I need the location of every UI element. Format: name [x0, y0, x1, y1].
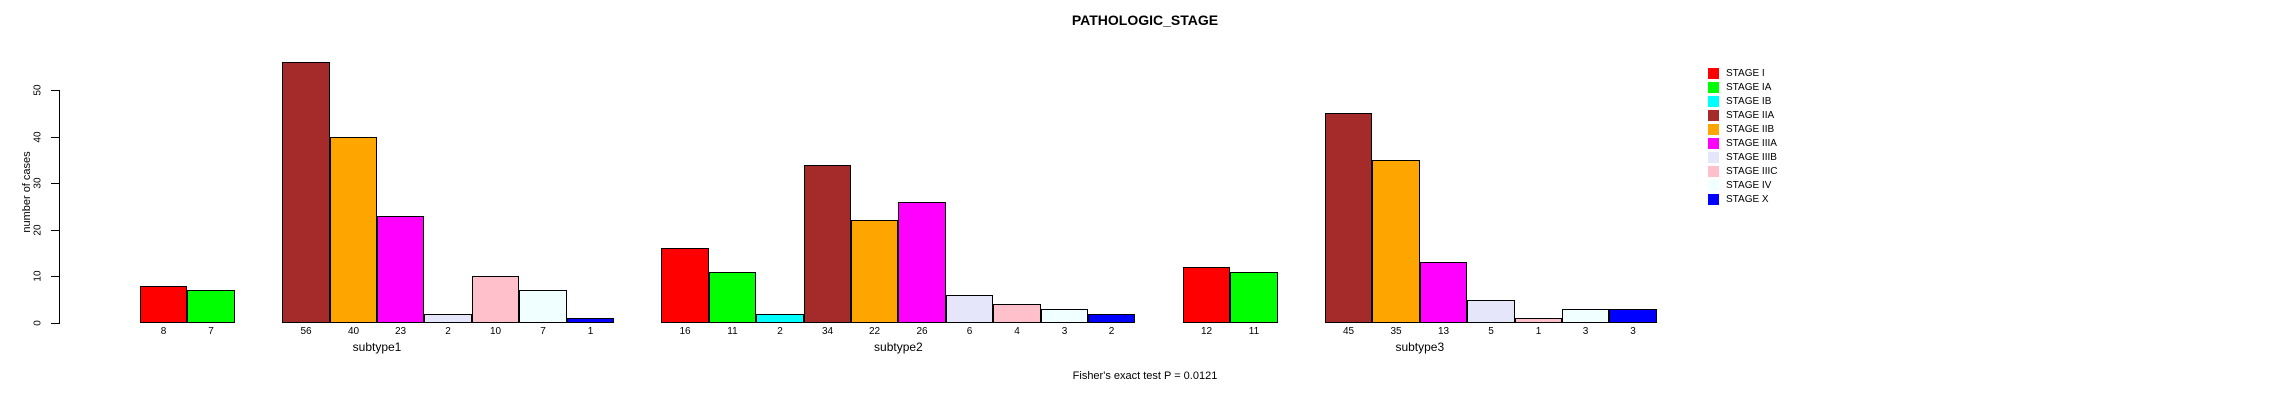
bar-value-label-subtype3-stage-iiia: 13: [1437, 326, 1450, 337]
x-axis-label-subtype1: subtype1: [352, 340, 402, 354]
bar-subtype1-stage-x: [567, 318, 614, 323]
legend-swatch-stage-iib: [1708, 124, 1719, 135]
bar-value-label-subtype3-stage-ia: 11: [1248, 326, 1260, 337]
x-axis-label-subtype3: subtype3: [1395, 340, 1445, 354]
bar-subtype1-stage-i: [140, 286, 187, 323]
bar-value-label-subtype2-stage-i: 16: [679, 326, 691, 337]
x-axis-label-subtype2: subtype2: [874, 340, 923, 354]
bar-subtype1-stage-iiib: [424, 314, 472, 323]
legend-swatch-stage-iiic: [1708, 166, 1719, 177]
bar-subtype2-stage-iia: [804, 165, 851, 323]
bar-value-label-subtype1-stage-iiic: 10: [489, 326, 502, 337]
legend-swatch-stage-ia: [1708, 82, 1719, 93]
bar-value-label-subtype1-stage-iiia: 23: [394, 326, 407, 337]
y-axis-label: number of cases: [21, 151, 33, 233]
bar-value-label-subtype2-stage-x: 2: [1108, 326, 1115, 337]
y-tick-label-20: 20: [32, 224, 44, 236]
bar-value-label-subtype1-stage-ia: 7: [208, 326, 214, 337]
legend-label-stage-ib: STAGE IB: [1726, 96, 1772, 107]
legend-swatch-stage-iiia: [1708, 138, 1719, 149]
y-tick-label-10: 10: [32, 270, 44, 282]
legend-label-stage-x: STAGE X: [1726, 194, 1769, 205]
legend-label-stage-ia: STAGE IA: [1726, 82, 1772, 93]
bar-subtype1-stage-iib: [330, 137, 377, 323]
bar-subtype2-stage-iv: [1041, 309, 1088, 323]
bar-subtype2-stage-iiic: [993, 304, 1041, 323]
y-tick-20: [51, 229, 59, 231]
bar-value-label-subtype3-stage-i: 12: [1200, 326, 1213, 337]
bar-value-label-subtype3-stage-iv: 3: [1582, 326, 1589, 337]
legend-label-stage-iia: STAGE IIA: [1726, 110, 1775, 121]
bar-subtype3-stage-iib: [1372, 160, 1420, 323]
legend-swatch-stage-i: [1708, 68, 1719, 79]
bar-value-label-subtype3-stage-iia: 45: [1342, 326, 1355, 337]
bar-subtype3-stage-i: [1183, 267, 1230, 323]
fisher-test-annotation: Fisher's exact test P = 0.0121: [1072, 370, 1218, 382]
legend-label-stage-iv: STAGE IV: [1726, 180, 1772, 191]
bar-subtype3-stage-iiic: [1515, 318, 1562, 323]
y-tick-0: [51, 323, 59, 324]
bar-value-label-subtype2-stage-iiia: 26: [916, 326, 928, 337]
bar-subtype3-stage-iiia: [1420, 262, 1467, 323]
legend-swatch-stage-ib: [1708, 96, 1719, 107]
legend-swatch-stage-iv: [1708, 180, 1719, 191]
bar-value-label-subtype3-stage-x: 3: [1630, 326, 1636, 337]
y-tick-label-0: 0: [32, 320, 44, 326]
bar-value-label-subtype1-stage-x: 1: [587, 326, 594, 337]
legend-label-stage-iib: STAGE IIB: [1726, 124, 1775, 135]
bar-value-label-subtype2-stage-iv: 3: [1061, 326, 1068, 337]
bar-value-label-subtype1-stage-iib: 40: [347, 326, 360, 337]
bar-subtype2-stage-iib: [851, 220, 898, 323]
bar-subtype3-stage-iia: [1325, 113, 1372, 323]
y-tick-40: [51, 136, 59, 138]
bar-subtype1-stage-ia: [187, 290, 235, 323]
chart-title: PATHOLOGIC_STAGE: [1071, 12, 1219, 28]
bar-value-label-subtype2-stage-ib: 2: [777, 326, 783, 337]
bar-subtype1-stage-iia: [282, 62, 330, 323]
bar-value-label-subtype1-stage-i: 8: [160, 326, 167, 337]
bar-value-label-subtype3-stage-iiic: 1: [1535, 326, 1542, 337]
bar-subtype1-stage-iiic: [472, 276, 519, 323]
bar-value-label-subtype1-stage-iv: 7: [540, 326, 546, 337]
bar-value-label-subtype2-stage-iib: 22: [868, 326, 881, 337]
y-tick-50: [51, 90, 59, 91]
bar-subtype2-stage-ia: [709, 272, 756, 323]
legend-swatch-stage-x: [1708, 194, 1719, 205]
y-axis-line: [59, 90, 60, 324]
bar-subtype3-stage-x: [1609, 309, 1657, 323]
y-tick-10: [51, 276, 59, 278]
bar-subtype1-stage-iiia: [377, 216, 424, 323]
bar-value-label-subtype2-stage-iia: 34: [821, 326, 834, 337]
bar-value-label-subtype2-stage-iiic: 4: [1014, 326, 1020, 337]
legend-label-stage-iiic: STAGE IIIC: [1726, 166, 1778, 177]
legend-swatch-stage-iia: [1708, 110, 1719, 121]
y-tick-label-30: 30: [32, 177, 44, 189]
bar-subtype3-stage-ia: [1230, 272, 1278, 323]
legend-swatch-stage-iiib: [1708, 152, 1719, 163]
bar-value-label-subtype2-stage-ia: 11: [727, 326, 738, 337]
legend-label-stage-iiia: STAGE IIIA: [1726, 138, 1777, 149]
bar-value-label-subtype2-stage-iiib: 6: [966, 326, 973, 337]
bar-value-label-subtype3-stage-iib: 35: [1390, 326, 1402, 337]
bar-subtype3-stage-iiib: [1467, 300, 1515, 323]
y-tick-30: [51, 183, 59, 185]
legend-label-stage-i: STAGE I: [1726, 68, 1765, 79]
legend-label-stage-iiib: STAGE IIIB: [1726, 152, 1777, 163]
bar-value-label-subtype1-stage-iiib: 2: [445, 326, 451, 337]
bar-subtype3-stage-iv: [1562, 309, 1609, 323]
bar-value-label-subtype3-stage-iiib: 5: [1488, 326, 1494, 337]
bar-value-label-subtype1-stage-iia: 56: [300, 326, 312, 337]
bar-subtype2-stage-i: [661, 248, 709, 323]
bar-subtype2-stage-ib: [756, 314, 804, 323]
y-tick-label-50: 50: [32, 84, 44, 96]
bar-subtype1-stage-iv: [519, 290, 567, 323]
y-tick-label-40: 40: [32, 131, 44, 143]
bar-subtype2-stage-iiib: [946, 295, 993, 323]
bar-subtype2-stage-iiia: [898, 202, 946, 323]
bar-subtype2-stage-x: [1088, 314, 1135, 323]
